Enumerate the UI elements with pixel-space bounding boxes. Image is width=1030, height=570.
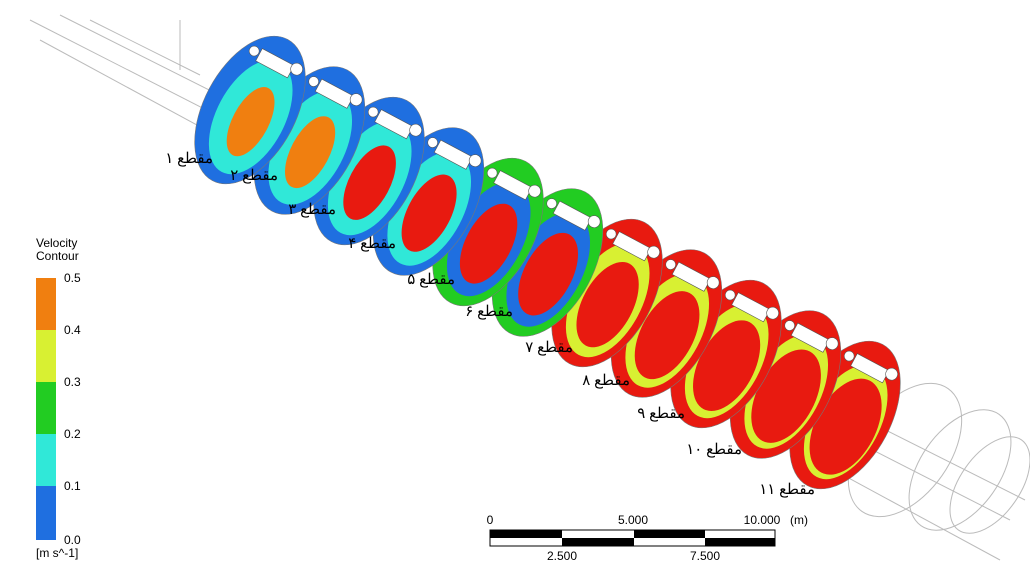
section-labels: مقطع ۱ مقطع ۲ مقطع ۳ مقطع ۴ مقطع ۵ مقطع ۶ مقطع… [165,151,815,498]
slice-hole [724,289,736,301]
section-label: مقطع ۷ [525,340,573,356]
legend-band [36,330,56,382]
scale-label: 7.500 [690,549,720,563]
slice [194,35,306,185]
scale-segment [705,538,775,546]
slice-hole [843,350,855,362]
slice-hole [486,167,498,179]
legend-tick-label: 0.5 [64,271,81,285]
slice-hole [587,215,601,228]
slice-hole [367,106,379,118]
slice-core [634,291,700,380]
slice-hole [784,320,795,331]
slice-hole [290,62,303,76]
legend-title: Contour [36,249,79,263]
slice-duct [552,200,592,231]
slices [194,35,901,490]
slice-core [343,145,396,220]
legend-band [36,486,56,540]
legend-ticks: 0.5 0.4 0.3 0.2 0.1 0.0 [64,271,81,547]
legend-tick-label: 0.0 [64,533,81,547]
legend: Velocity Contour 0.5 0.4 0.3 0.2 0.1 0.0 [m s… [36,236,81,560]
slice-duct [731,292,771,323]
slice-hole [308,76,319,87]
scale-segment [634,530,705,538]
slice-core [459,203,518,284]
scale-label: 2.500 [547,549,577,563]
slice-hole [528,184,541,198]
slice-hole [706,276,720,289]
slice-hole [427,137,438,148]
scale-unit: (m) [790,513,808,527]
slice-duct [671,261,711,292]
legend-tick-label: 0.1 [64,479,81,493]
section-label: مقطع ۹ [637,406,685,422]
slice-duct [255,48,295,79]
section-label: مقطع ۴ [348,236,396,252]
slice-core [226,87,275,157]
slice-hole [409,123,422,137]
section-label: مقطع ۶ [465,304,513,320]
slice-duct [850,353,890,384]
slice-duct [314,78,354,109]
legend-title: Velocity [36,236,77,250]
slice-hole [647,245,660,259]
slice-hole [665,259,676,270]
slice-hole [248,45,260,57]
slice-duct [790,322,830,353]
slice-hole [885,367,898,381]
slice-duct [433,139,473,170]
slice-hole [468,154,482,167]
slice-duct [493,170,533,201]
slice-hole [546,198,557,209]
section-label: مقطع ۱۰ [686,442,742,458]
slice-hole [766,306,779,320]
scale-bar: 0 5.000 10.000 (m) 2.500 7.500 [487,513,808,563]
slice-duct [374,109,414,140]
slice-core [285,116,336,189]
scale-label: 10.000 [744,513,781,527]
section-label: مقطع ۲ [230,168,278,184]
legend-tick-label: 0.3 [64,375,81,389]
slice-core [401,174,457,252]
slice-core [576,262,639,348]
slice-core [693,320,761,411]
scale-label: 0 [487,513,494,527]
slice-hole [825,337,839,350]
slice-core [751,349,821,443]
slice-core [518,232,579,316]
legend-tick-label: 0.4 [64,323,81,337]
legend-tick-label: 0.2 [64,427,81,441]
slice-hole [605,228,617,240]
legend-band [36,278,56,330]
section-label: مقطع ۱۱ [759,482,815,498]
scale-label: 5.000 [618,513,648,527]
slice-hole [349,93,363,106]
section-label: مقطع ۳ [288,202,336,218]
section-label: مقطع ۸ [582,373,630,389]
section-label: مقطع ۱ [165,151,213,167]
legend-unit: [m s^-1] [36,546,78,560]
scale-segment [562,538,634,546]
legend-band [36,382,56,434]
slice-duct [612,231,652,262]
legend-band [36,434,56,486]
scale-segment [490,530,562,538]
section-label: مقطع ۵ [407,272,455,288]
